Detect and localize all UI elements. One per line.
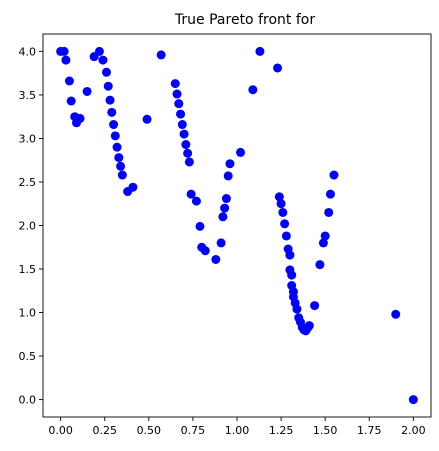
x-tick-label: 0.75 — [181, 424, 206, 437]
data-point — [107, 107, 117, 117]
data-point — [66, 96, 76, 106]
data-point — [220, 203, 230, 213]
data-point — [391, 309, 401, 319]
data-point — [221, 194, 231, 204]
data-point — [218, 212, 228, 222]
data-point — [183, 148, 193, 158]
data-point — [75, 113, 85, 123]
data-point — [310, 301, 320, 311]
data-point — [216, 238, 226, 248]
data-point — [103, 81, 113, 91]
data-point — [94, 46, 104, 56]
data-point — [101, 67, 111, 77]
y-tick-label: 0.5 — [19, 350, 37, 363]
data-point — [274, 192, 284, 202]
data-point — [109, 120, 119, 130]
data-point — [181, 140, 191, 150]
data-point — [320, 231, 330, 241]
data-point — [329, 170, 339, 180]
x-tick-label: 1.75 — [357, 424, 382, 437]
data-point — [225, 159, 235, 169]
data-point — [324, 207, 334, 217]
data-point — [142, 114, 152, 124]
data-point — [179, 129, 189, 139]
plot-frame — [42, 33, 432, 418]
data-point — [59, 46, 69, 56]
data-point — [285, 250, 295, 260]
data-point — [211, 254, 221, 264]
data-point — [128, 182, 138, 192]
x-tick-label: 2.00 — [401, 424, 426, 437]
data-point — [325, 189, 335, 199]
data-point — [276, 199, 286, 209]
data-point — [172, 89, 182, 99]
data-point — [184, 157, 194, 167]
data-point — [278, 207, 288, 217]
data-point — [318, 238, 328, 248]
x-tick-label: 1.00 — [225, 424, 250, 437]
data-point — [176, 109, 186, 119]
data-point — [200, 246, 210, 256]
x-tick-label: 1.50 — [313, 424, 338, 437]
y-tick-label: 1.0 — [19, 307, 37, 320]
x-axis-ticks: 0.00 0.25 0.50 0.75 1.00 1.25 1.50 1.75 2.00 — [48, 417, 426, 437]
chart-title: True Pareto front for — [174, 12, 315, 28]
data-point — [315, 260, 325, 270]
data-point — [186, 189, 196, 199]
x-tick-label: 0.25 — [92, 424, 117, 437]
data-point — [195, 221, 205, 231]
x-tick-label: 0.50 — [137, 424, 162, 437]
data-point — [280, 219, 290, 229]
data-point — [191, 196, 201, 206]
data-point — [281, 231, 291, 241]
data-point — [255, 46, 265, 56]
data-point — [223, 171, 233, 181]
data-point — [408, 395, 418, 405]
data-point — [117, 170, 127, 180]
data-point — [177, 120, 187, 130]
data-point — [110, 131, 120, 141]
data-points — [56, 46, 418, 405]
data-point — [292, 304, 302, 314]
data-point — [98, 55, 108, 65]
data-point — [287, 270, 297, 280]
data-point — [248, 85, 258, 95]
data-point — [105, 95, 115, 105]
data-point — [156, 50, 166, 60]
y-tick-label: 3.0 — [19, 132, 37, 145]
data-point — [174, 99, 184, 109]
x-tick-label: 1.25 — [269, 424, 294, 437]
data-point — [273, 63, 283, 73]
data-point — [61, 55, 71, 65]
x-tick-label: 0.00 — [48, 424, 73, 437]
data-point — [304, 321, 314, 331]
y-tick-label: 3.5 — [19, 89, 37, 102]
data-point — [64, 76, 74, 86]
data-point — [116, 161, 126, 171]
data-point — [112, 142, 122, 152]
y-tick-label: 0.0 — [19, 394, 37, 407]
data-point — [114, 153, 124, 163]
y-axis-ticks: 0.0 0.5 1.0 1.5 2.0 2.5 3.0 3.5 4.0 — [19, 45, 43, 407]
y-tick-label: 2.5 — [19, 176, 37, 189]
y-tick-label: 2.0 — [19, 220, 37, 233]
data-point — [82, 86, 92, 96]
y-tick-label: 1.5 — [19, 263, 37, 276]
y-tick-label: 4.0 — [19, 45, 37, 58]
data-point — [236, 147, 246, 157]
data-point — [170, 79, 180, 89]
